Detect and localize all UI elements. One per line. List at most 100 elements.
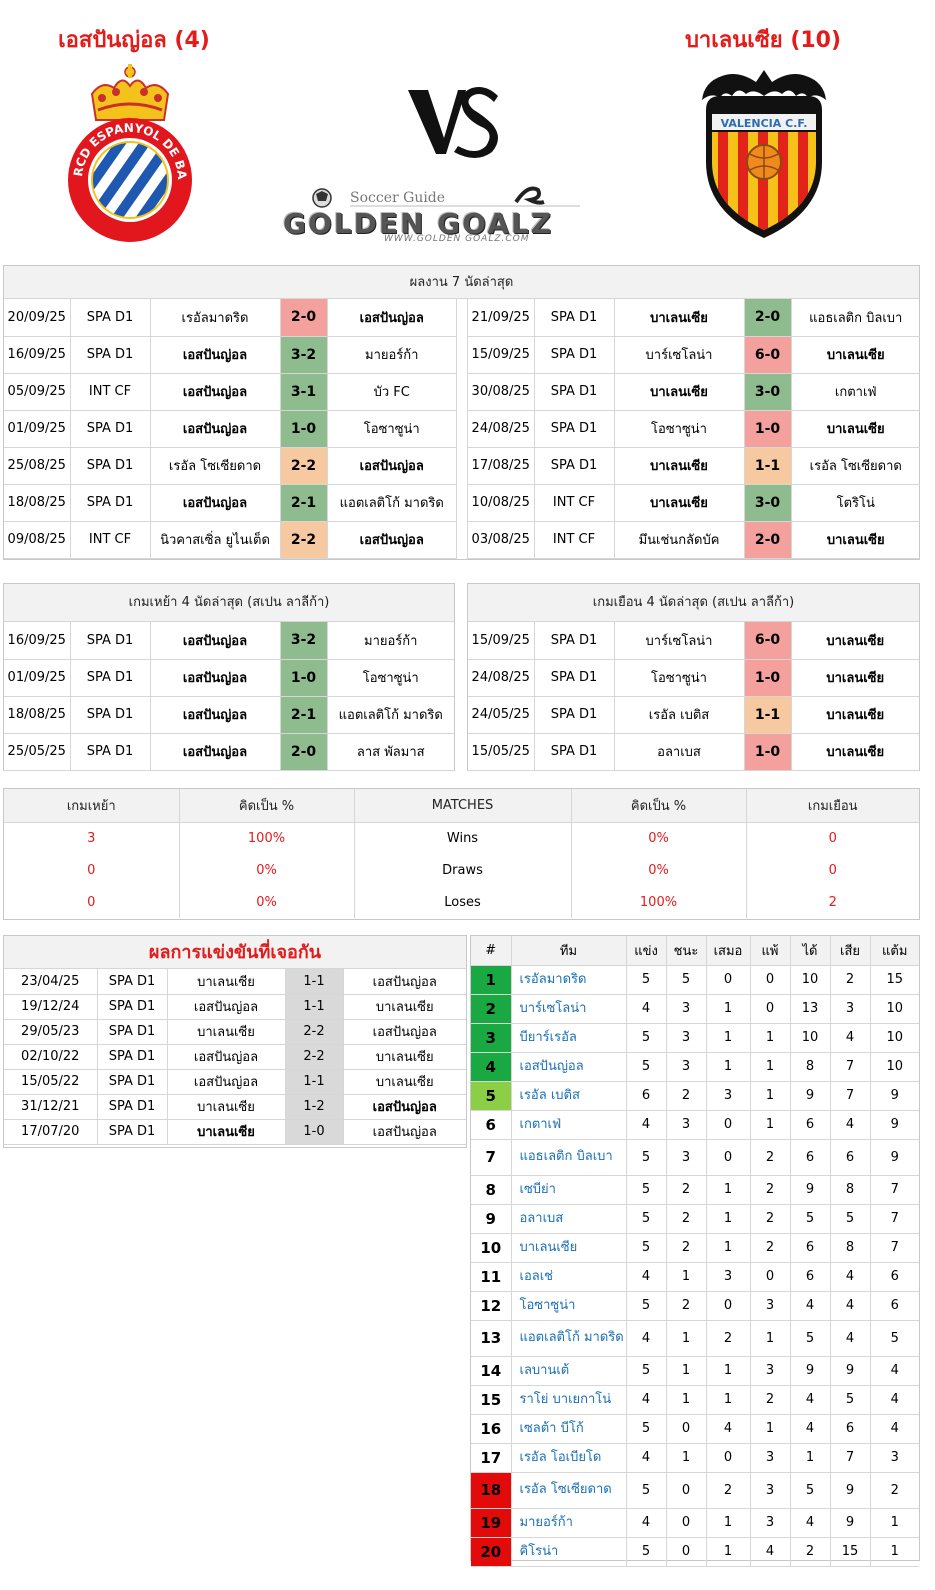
home-team[interactable]: เอสปันญ่อล xyxy=(150,336,281,374)
home-team[interactable]: บาร์เซโลน่า xyxy=(614,336,745,374)
h2h-home-team[interactable]: บาเลนเซีย xyxy=(167,1094,286,1120)
away-team[interactable]: แอธเลติก บิลเบา xyxy=(791,299,920,337)
h2h-score[interactable]: 1-0 xyxy=(285,1119,344,1145)
away-team[interactable]: มายอร์ก้า xyxy=(327,336,456,374)
away-team[interactable]: บาเลนเซีย xyxy=(791,696,919,734)
league-team-link[interactable]: ราโย่ บาเยกาโน่ xyxy=(511,1385,627,1415)
home-team[interactable]: บาเลนเซีย xyxy=(614,299,745,337)
home-team[interactable]: เอสปันญ่อล xyxy=(150,373,281,411)
home-team[interactable]: เอสปันญ่อล xyxy=(150,410,281,448)
league-team-link[interactable]: เลบานเต้ xyxy=(511,1356,627,1386)
match-score[interactable]: 6-0 xyxy=(744,622,792,660)
match-score[interactable]: 3-0 xyxy=(744,484,792,522)
league-team-link[interactable]: เอลเช่ xyxy=(511,1262,627,1292)
away-team[interactable]: ลาส พัลมาส xyxy=(327,733,454,771)
home-team[interactable]: เรอัล เบติส xyxy=(614,696,745,734)
league-team-link[interactable]: เซบีย่า xyxy=(511,1175,627,1205)
league-team-link[interactable]: เรอัล เบติส xyxy=(511,1081,627,1111)
match-score[interactable]: 6-0 xyxy=(744,336,792,374)
h2h-away-team[interactable]: บาเลนเซีย xyxy=(343,1044,466,1070)
away-team[interactable]: เรอัล โซเซียดาด xyxy=(791,447,920,485)
home-team-name[interactable]: เอสปันญ่อล (4) xyxy=(58,28,210,53)
away-team[interactable]: บาเลนเซีย xyxy=(791,410,920,448)
h2h-score[interactable]: 1-1 xyxy=(285,1069,344,1095)
home-team[interactable]: นิวคาสเซิ่ล ยูไนเต็ด xyxy=(150,521,281,559)
away-team[interactable]: โอซาซูน่า xyxy=(327,659,454,697)
away-team[interactable]: บาเลนเซีย xyxy=(791,733,919,771)
league-team-link[interactable]: เซลต้า บีโก้ xyxy=(511,1414,627,1444)
match-score[interactable]: 1-0 xyxy=(280,410,328,448)
away-team[interactable]: มายอร์ก้า xyxy=(327,622,454,660)
league-team-link[interactable]: เรอัลมาดริด xyxy=(511,965,627,995)
away-team[interactable]: แอตเลติโก้ มาดริด xyxy=(327,484,456,522)
h2h-score[interactable]: 2-2 xyxy=(285,1019,344,1045)
match-score[interactable]: 2-1 xyxy=(280,484,328,522)
match-score[interactable]: 3-1 xyxy=(280,373,328,411)
league-team-link[interactable]: บียาร์เรอัล xyxy=(511,1023,627,1053)
away-team[interactable]: บาเลนเซีย xyxy=(791,336,920,374)
away-team[interactable]: เอสปันญ่อล xyxy=(327,521,456,559)
home-team[interactable]: เอสปันญ่อล xyxy=(150,733,281,771)
match-score[interactable]: 3-0 xyxy=(744,373,792,411)
home-team[interactable]: โอซาซูน่า xyxy=(614,410,745,448)
h2h-away-team[interactable]: บาเลนเซีย xyxy=(343,994,466,1020)
away-team[interactable]: แอตเลติโก้ มาดริด xyxy=(327,696,454,734)
away-team[interactable]: บาเลนเซีย xyxy=(791,659,919,697)
match-score[interactable]: 1-1 xyxy=(744,696,792,734)
away-team[interactable]: บาเลนเซีย xyxy=(791,622,919,660)
match-score[interactable]: 1-0 xyxy=(744,410,792,448)
league-team-link[interactable]: คิโรน่า xyxy=(511,1537,627,1567)
match-score[interactable]: 2-0 xyxy=(744,521,792,559)
match-score[interactable]: 2-2 xyxy=(280,447,328,485)
league-team-link[interactable]: บาร์เซโลน่า xyxy=(511,994,627,1024)
away-team[interactable]: บัว FC xyxy=(327,373,456,411)
home-team[interactable]: บาเลนเซีย xyxy=(614,447,745,485)
h2h-home-team[interactable]: บาเลนเซีย xyxy=(167,969,286,995)
home-team[interactable]: บาเลนเซีย xyxy=(614,373,745,411)
match-score[interactable]: 2-0 xyxy=(280,733,328,771)
home-team[interactable]: เอสปันญ่อล xyxy=(150,622,281,660)
h2h-score[interactable]: 2-2 xyxy=(285,1044,344,1070)
match-score[interactable]: 2-1 xyxy=(280,696,328,734)
league-team-link[interactable]: เกตาเฟ่ xyxy=(511,1110,627,1140)
match-score[interactable]: 1-0 xyxy=(280,659,328,697)
home-team[interactable]: โอซาซูน่า xyxy=(614,659,745,697)
h2h-home-team[interactable]: เอสปันญ่อล xyxy=(167,1069,286,1095)
home-team[interactable]: บาร์เซโลน่า xyxy=(614,622,745,660)
home-team[interactable]: เรอัล โซเซียดาด xyxy=(150,447,281,485)
home-team[interactable]: เรอัลมาดริด xyxy=(150,299,281,337)
home-team[interactable]: เอสปันญ่อล xyxy=(150,659,281,697)
h2h-away-team[interactable]: เอสปันญ่อล xyxy=(343,1094,466,1120)
h2h-home-team[interactable]: บาเลนเซีย xyxy=(167,1119,286,1145)
away-team[interactable]: เอสปันญ่อล xyxy=(327,447,456,485)
h2h-score[interactable]: 1-2 xyxy=(285,1094,344,1120)
match-score[interactable]: 1-0 xyxy=(744,733,792,771)
away-team[interactable]: เอสปันญ่อล xyxy=(327,299,456,337)
match-score[interactable]: 3-2 xyxy=(280,622,328,660)
h2h-home-team[interactable]: เอสปันญ่อล xyxy=(167,994,286,1020)
h2h-home-team[interactable]: บาเลนเซีย xyxy=(167,1019,286,1045)
home-team[interactable]: มึนเช่นกลัดบัค xyxy=(614,521,745,559)
match-score[interactable]: 3-2 xyxy=(280,336,328,374)
home-team[interactable]: อลาเบส xyxy=(614,733,745,771)
match-score[interactable]: 2-0 xyxy=(280,299,328,337)
h2h-away-team[interactable]: เอสปันญ่อล xyxy=(343,969,466,995)
home-team[interactable]: เอสปันญ่อล xyxy=(150,696,281,734)
league-team-link[interactable]: เรอัล โซเซียดาด xyxy=(511,1472,627,1509)
match-score[interactable]: 2-2 xyxy=(280,521,328,559)
match-score[interactable]: 1-1 xyxy=(744,447,792,485)
h2h-away-team[interactable]: บาเลนเซีย xyxy=(343,1069,466,1095)
h2h-score[interactable]: 1-1 xyxy=(285,994,344,1020)
away-team-name[interactable]: บาเลนเซีย (10) xyxy=(684,28,842,53)
h2h-away-team[interactable]: เอสปันญ่อล xyxy=(343,1019,466,1045)
league-team-link[interactable]: แอตเลติโก้ มาดริด xyxy=(511,1320,627,1357)
league-team-link[interactable]: มายอร์ก้า xyxy=(511,1508,627,1538)
home-team[interactable]: เอสปันญ่อล xyxy=(150,484,281,522)
match-score[interactable]: 2-0 xyxy=(744,299,792,337)
home-team[interactable]: บาเลนเซีย xyxy=(614,484,745,522)
away-team[interactable]: เกตาเฟ่ xyxy=(791,373,920,411)
away-team[interactable]: โตริโน่ xyxy=(791,484,920,522)
h2h-away-team[interactable]: เอสปันญ่อล xyxy=(343,1119,466,1145)
h2h-home-team[interactable]: เอสปันญ่อล xyxy=(167,1044,286,1070)
match-score[interactable]: 1-0 xyxy=(744,659,792,697)
